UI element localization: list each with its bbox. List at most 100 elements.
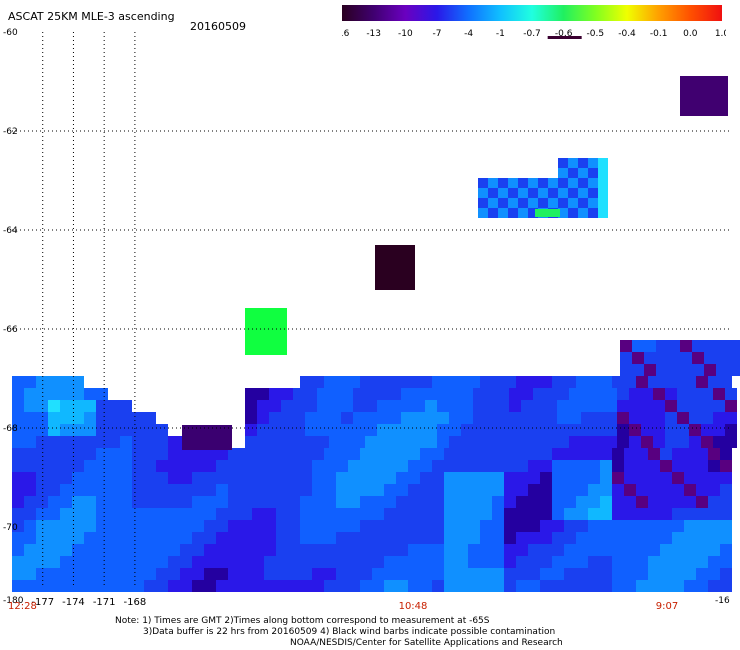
data-cell — [508, 208, 518, 218]
data-cell — [192, 460, 204, 472]
data-cell — [569, 412, 581, 424]
data-cell — [288, 532, 300, 544]
data-cell — [540, 580, 552, 592]
data-cell — [12, 424, 24, 436]
data-cell — [336, 520, 348, 532]
data-cell — [216, 544, 228, 556]
colorbar-tick-label: 1.0 — [715, 29, 726, 39]
data-cell — [444, 580, 456, 592]
data-cell — [636, 520, 648, 532]
data-cell — [372, 460, 384, 472]
data-cell — [432, 532, 444, 544]
data-cell — [228, 472, 240, 484]
colorbar-tick-label: -16 — [342, 29, 350, 39]
data-cell — [144, 532, 156, 544]
data-cell — [660, 448, 672, 460]
data-cell — [516, 460, 528, 472]
data-cell — [533, 388, 545, 400]
data-cell — [245, 388, 257, 400]
data-cell — [492, 520, 504, 532]
data-cell — [672, 508, 684, 520]
data-cell — [384, 448, 396, 460]
data-cell — [408, 580, 420, 592]
data-cell — [216, 508, 228, 520]
data-cell — [716, 364, 728, 376]
data-cell — [168, 568, 180, 580]
data-cell — [84, 496, 96, 508]
data-cell — [84, 520, 96, 532]
data-cell — [168, 520, 180, 532]
data-cell — [432, 508, 444, 520]
data-cell — [668, 364, 680, 376]
data-cell — [288, 484, 300, 496]
data-cell — [228, 520, 240, 532]
data-cell — [497, 412, 509, 424]
data-cell — [444, 508, 456, 520]
data-cell — [341, 412, 353, 424]
data-cell — [504, 376, 516, 388]
data-cell — [545, 400, 557, 412]
data-cell — [581, 388, 593, 400]
data-cell — [504, 544, 516, 556]
data-cell — [24, 520, 36, 532]
data-cell — [672, 532, 684, 544]
colorbar-tick-label: -10 — [398, 29, 413, 39]
data-cell — [180, 484, 192, 496]
data-cell — [480, 496, 492, 508]
data-cell — [324, 484, 336, 496]
data-cell — [696, 568, 708, 580]
data-cell — [720, 376, 732, 388]
data-cell — [216, 448, 228, 460]
data-cell — [456, 520, 468, 532]
data-cell — [564, 520, 576, 532]
data-cell — [548, 198, 558, 208]
data-cell — [624, 568, 636, 580]
data-cell — [425, 424, 437, 436]
data-cell — [353, 388, 365, 400]
data-cell — [264, 544, 276, 556]
data-cell — [528, 496, 540, 508]
data-cell — [564, 496, 576, 508]
data-cell — [317, 424, 329, 436]
data-cell — [408, 532, 420, 544]
data-cell — [720, 460, 732, 472]
data-cell — [336, 472, 348, 484]
data-cell — [216, 556, 228, 568]
data-cell — [276, 580, 288, 592]
data-cell — [84, 424, 96, 436]
data-cell — [456, 544, 468, 556]
data-cell — [680, 352, 692, 364]
data-cell — [324, 472, 336, 484]
data-cell — [473, 436, 485, 448]
data-cell — [588, 472, 600, 484]
data-cell — [228, 460, 240, 472]
data-cell — [228, 556, 240, 568]
data-cell — [60, 556, 72, 568]
data-cell — [444, 460, 456, 472]
data-cell — [353, 424, 365, 436]
data-cell — [96, 568, 108, 580]
colorbar-tick-label: -0.4 — [618, 29, 636, 39]
data-cell — [132, 520, 144, 532]
data-cell — [528, 508, 540, 520]
data-cell — [348, 556, 360, 568]
data-cell — [312, 376, 324, 388]
data-cell — [372, 448, 384, 460]
data-cell — [312, 544, 324, 556]
data-cell — [632, 340, 644, 352]
data-cell — [401, 388, 413, 400]
data-cell — [396, 508, 408, 520]
data-cell — [252, 520, 264, 532]
data-cell — [696, 508, 708, 520]
data-cell — [600, 472, 612, 484]
data-cell — [509, 436, 521, 448]
data-cell — [528, 198, 538, 208]
data-cell — [341, 400, 353, 412]
data-cell — [389, 400, 401, 412]
data-cell — [696, 448, 708, 460]
data-cell — [312, 580, 324, 592]
data-cell — [581, 436, 593, 448]
data-cell — [684, 460, 696, 472]
data-cell — [617, 400, 629, 412]
data-cell — [449, 412, 461, 424]
